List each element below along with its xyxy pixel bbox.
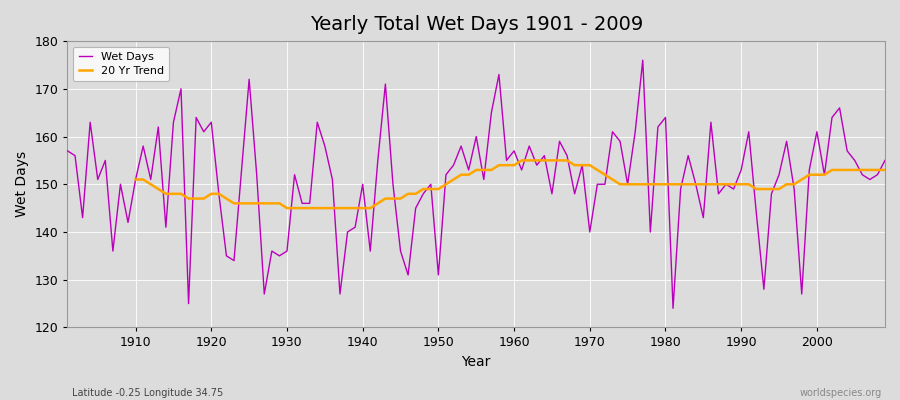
- Line: Wet Days: Wet Days: [68, 60, 885, 308]
- 20 Yr Trend: [857, 168, 868, 172]
- Legend: Wet Days, 20 Yr Trend: Wet Days, 20 Yr Trend: [73, 47, 169, 81]
- 20 Yr Trend: [531, 158, 542, 163]
- 20 Yr Trend: [312, 206, 323, 210]
- Title: Yearly Total Wet Days 1901 - 2009: Yearly Total Wet Days 1901 - 2009: [310, 15, 643, 34]
- 20 Yr Trend: [879, 168, 890, 172]
- Wet Days: [879, 158, 890, 163]
- Text: Latitude -0.25 Longitude 34.75: Latitude -0.25 Longitude 34.75: [72, 388, 223, 398]
- 20 Yr Trend: [834, 168, 845, 172]
- Wet Days: [289, 172, 300, 177]
- Wet Days: [599, 182, 610, 187]
- Y-axis label: Wet Days: Wet Days: [15, 151, 29, 217]
- Text: worldspecies.org: worldspecies.org: [800, 388, 882, 398]
- Wet Days: [501, 158, 512, 163]
- 20 Yr Trend: [282, 206, 292, 210]
- X-axis label: Year: Year: [462, 355, 490, 369]
- Line: 20 Yr Trend: 20 Yr Trend: [136, 160, 885, 208]
- Wet Days: [62, 148, 73, 153]
- Wet Days: [637, 58, 648, 62]
- 20 Yr Trend: [130, 177, 141, 182]
- Wet Days: [508, 148, 519, 153]
- 20 Yr Trend: [592, 168, 603, 172]
- Wet Days: [335, 292, 346, 296]
- 20 Yr Trend: [274, 201, 284, 206]
- Wet Days: [122, 220, 133, 225]
- 20 Yr Trend: [517, 158, 527, 163]
- Wet Days: [668, 306, 679, 311]
